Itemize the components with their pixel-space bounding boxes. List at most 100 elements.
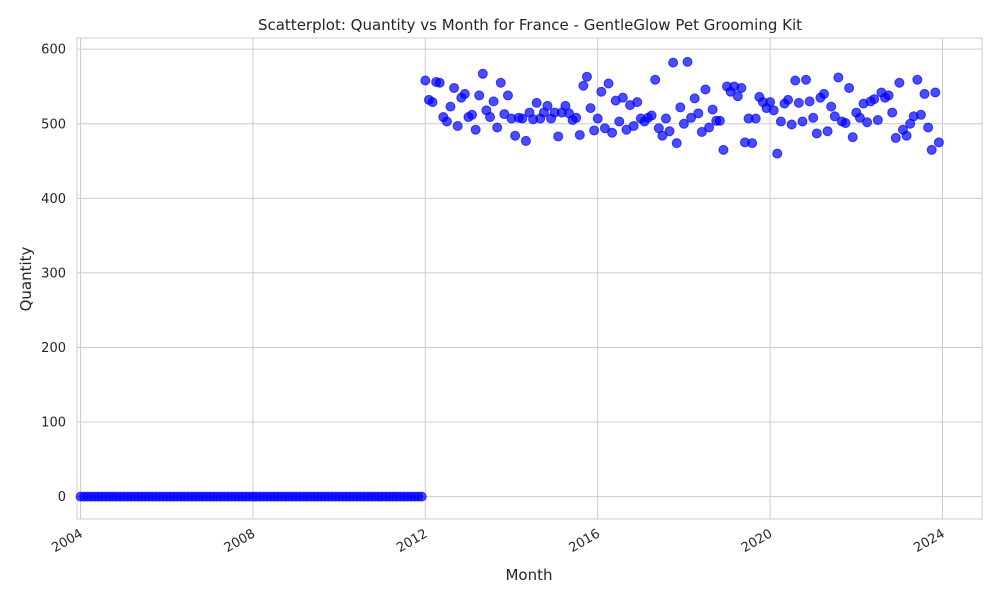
data-point	[657, 130, 668, 141]
data-point	[607, 127, 618, 138]
data-point	[696, 126, 707, 137]
data-point	[801, 74, 812, 85]
data-point	[434, 77, 445, 88]
data-point	[818, 88, 829, 99]
data-point	[732, 91, 743, 102]
x-axis-ticks: 2004 2008 2012 2016 2020 2024	[49, 526, 947, 556]
data-point	[574, 129, 585, 140]
data-point	[822, 126, 833, 137]
data-point	[445, 101, 456, 112]
data-point	[499, 109, 510, 120]
data-point	[915, 109, 926, 120]
y-axis-title: Quantity	[17, 246, 35, 311]
data-point	[592, 113, 603, 124]
data-point	[811, 128, 822, 139]
data-point	[650, 74, 661, 85]
data-point	[714, 115, 725, 126]
data-point	[840, 118, 851, 129]
data-point	[933, 137, 944, 148]
x-axis-title: Month	[505, 566, 552, 584]
data-point	[700, 84, 711, 95]
data-point	[923, 122, 934, 133]
data-point	[682, 56, 693, 67]
data-point	[599, 123, 610, 134]
data-point	[890, 132, 901, 143]
data-point	[808, 112, 819, 123]
data-point	[829, 111, 840, 122]
data-point	[894, 77, 905, 88]
y-tick-label: 500	[41, 117, 66, 132]
data-point	[678, 118, 689, 129]
data-point	[707, 104, 718, 115]
y-axis-ticks: 0 100 200 300 400 500 600	[41, 43, 66, 505]
data-point	[542, 100, 553, 111]
data-point	[793, 97, 804, 108]
data-point	[689, 93, 700, 104]
data-point	[854, 112, 865, 123]
data-point	[596, 86, 607, 97]
data-point	[772, 148, 783, 159]
data-point	[750, 113, 761, 124]
data-point	[775, 116, 786, 127]
data-point	[804, 96, 815, 107]
data-point	[571, 112, 582, 123]
x-tick-label: 2008	[222, 526, 258, 556]
data-point	[585, 103, 596, 114]
y-tick-label: 600	[41, 43, 66, 58]
x-tick-label: 2020	[739, 526, 775, 556]
data-point	[589, 125, 600, 136]
data-point	[416, 491, 427, 502]
data-point	[614, 116, 625, 127]
y-tick-label: 400	[41, 192, 66, 207]
data-point	[646, 110, 657, 121]
data-point	[467, 109, 478, 120]
data-point	[488, 96, 499, 107]
data-point	[492, 122, 503, 133]
data-point	[474, 90, 485, 101]
data-point	[797, 116, 808, 127]
data-point	[926, 144, 937, 155]
data-point	[872, 115, 883, 126]
data-point	[736, 82, 747, 93]
data-point	[765, 97, 776, 108]
data-point	[578, 80, 589, 91]
data-point	[495, 77, 506, 88]
data-point	[531, 97, 542, 108]
data-point	[704, 122, 715, 133]
data-point	[718, 144, 729, 155]
data-point	[862, 117, 873, 128]
data-point	[427, 97, 438, 108]
y-tick-label: 200	[41, 341, 66, 356]
data-point	[477, 68, 488, 79]
data-point	[686, 112, 697, 123]
data-point	[581, 71, 592, 82]
data-point	[930, 87, 941, 98]
data-point	[420, 75, 431, 86]
data-point	[459, 88, 470, 99]
data-point	[502, 90, 513, 101]
y-tick-label: 0	[58, 490, 66, 505]
data-point	[452, 121, 463, 131]
data-point	[485, 112, 495, 123]
x-tick-label: 2016	[567, 526, 603, 556]
data-point	[887, 107, 898, 118]
data-point	[441, 116, 452, 127]
data-point	[783, 94, 794, 105]
x-tick-label: 2024	[911, 526, 947, 556]
data-point	[668, 57, 679, 68]
y-tick-label: 300	[41, 266, 66, 281]
data-point	[869, 94, 880, 105]
data-point	[844, 82, 855, 93]
x-tick-label: 2004	[49, 526, 85, 556]
data-point	[470, 124, 481, 135]
data-point	[449, 82, 460, 93]
data-point	[632, 97, 643, 108]
data-point	[826, 101, 837, 112]
data-point	[664, 126, 675, 137]
data-point	[510, 130, 521, 141]
data-point	[912, 74, 923, 85]
y-tick-label: 100	[41, 416, 66, 431]
chart-title: Scatterplot: Quantity vs Month for Franc…	[258, 16, 802, 34]
